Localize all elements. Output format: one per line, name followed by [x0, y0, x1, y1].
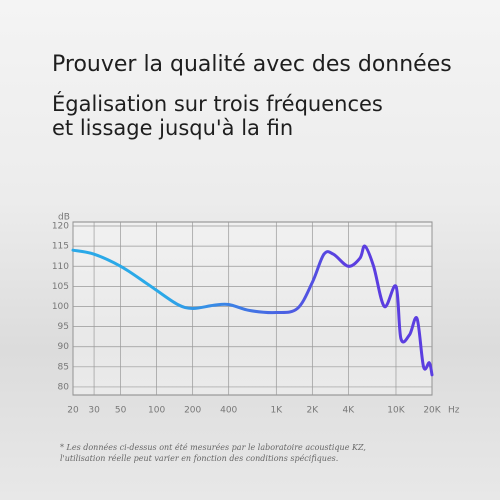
footnote: l'utilisation réelle peut varier en fonc… — [60, 454, 339, 463]
x-tick-label: 10K — [387, 406, 405, 416]
x-tick-label: 1K — [270, 406, 283, 416]
title: Prouver la qualité avec des données — [52, 52, 452, 77]
y-tick-label: 95 — [58, 322, 69, 332]
x-tick-label: 50 — [115, 406, 127, 416]
x-tick-label: 20K — [423, 406, 441, 416]
subtitle: Égalisation sur trois fréquences — [52, 92, 383, 116]
y-tick-label: 120 — [52, 222, 69, 232]
x-tick-label: 20 — [67, 406, 79, 416]
x-tick-label: 100 — [148, 406, 165, 416]
y-tick-label: 100 — [52, 302, 69, 312]
x-tick-label: 400 — [220, 406, 237, 416]
x-tick-label: 2K — [307, 406, 320, 416]
x-unit: Hz — [448, 406, 460, 416]
y-tick-label: 105 — [52, 282, 69, 292]
x-tick-label: 30 — [88, 406, 100, 416]
y-tick-label: 90 — [58, 342, 70, 352]
y-tick-label: 85 — [58, 362, 69, 372]
y-unit: dB — [58, 213, 70, 223]
y-tick-label: 80 — [58, 382, 70, 392]
response-curve — [71, 244, 434, 377]
footnote: * Les données ci-dessus ont été mesurées… — [60, 443, 366, 452]
x-tick-label: 4K — [343, 406, 356, 416]
plot-frame — [72, 221, 433, 396]
x-tick-label: 200 — [184, 406, 201, 416]
y-tick-label: 115 — [52, 242, 69, 252]
subtitle: et lissage jusqu'à la fin — [52, 116, 294, 140]
y-tick-label: 110 — [52, 262, 69, 272]
